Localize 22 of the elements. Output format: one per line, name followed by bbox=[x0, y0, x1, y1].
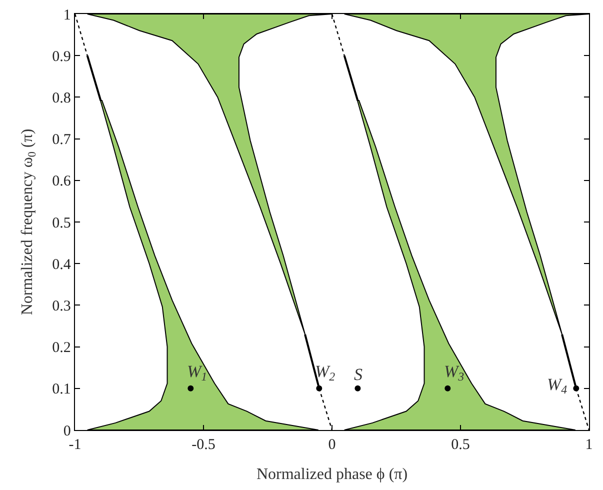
y-tick-label: 0.2 bbox=[52, 340, 71, 356]
annotation: W$_{1}$ bbox=[187, 362, 208, 384]
y-tick-label: 0.4 bbox=[52, 256, 72, 273]
x-tick-label: 1 bbox=[585, 437, 593, 454]
x-axis-title: Normalized phase ϕ (π) bbox=[256, 466, 408, 483]
y-tick-label: 0.1 bbox=[52, 382, 71, 398]
x-tick-label: -1 bbox=[68, 437, 82, 454]
y-tick-label: 1 bbox=[63, 7, 71, 24]
y-tick-label: 0.7 bbox=[52, 132, 72, 148]
y-tick-label: 0.6 bbox=[52, 174, 72, 190]
annotation: S bbox=[354, 365, 363, 384]
x-tick-label: 0.5 bbox=[451, 437, 470, 454]
annotation: W$_{3}$ bbox=[444, 362, 464, 384]
annotation: W$_{2}$ bbox=[315, 362, 336, 384]
y-tick-label: 0.9 bbox=[52, 48, 71, 65]
y-tick-label: 0.3 bbox=[52, 298, 71, 314]
x-tick-label: -0.5 bbox=[192, 437, 216, 454]
y-tick-label: 0.5 bbox=[52, 215, 71, 232]
y-tick-label: 0 bbox=[63, 423, 71, 440]
annotation: W$_{4}$ bbox=[547, 375, 568, 397]
x-tick-label: 0 bbox=[328, 437, 336, 454]
y-tick-label: 0.8 bbox=[52, 90, 71, 106]
